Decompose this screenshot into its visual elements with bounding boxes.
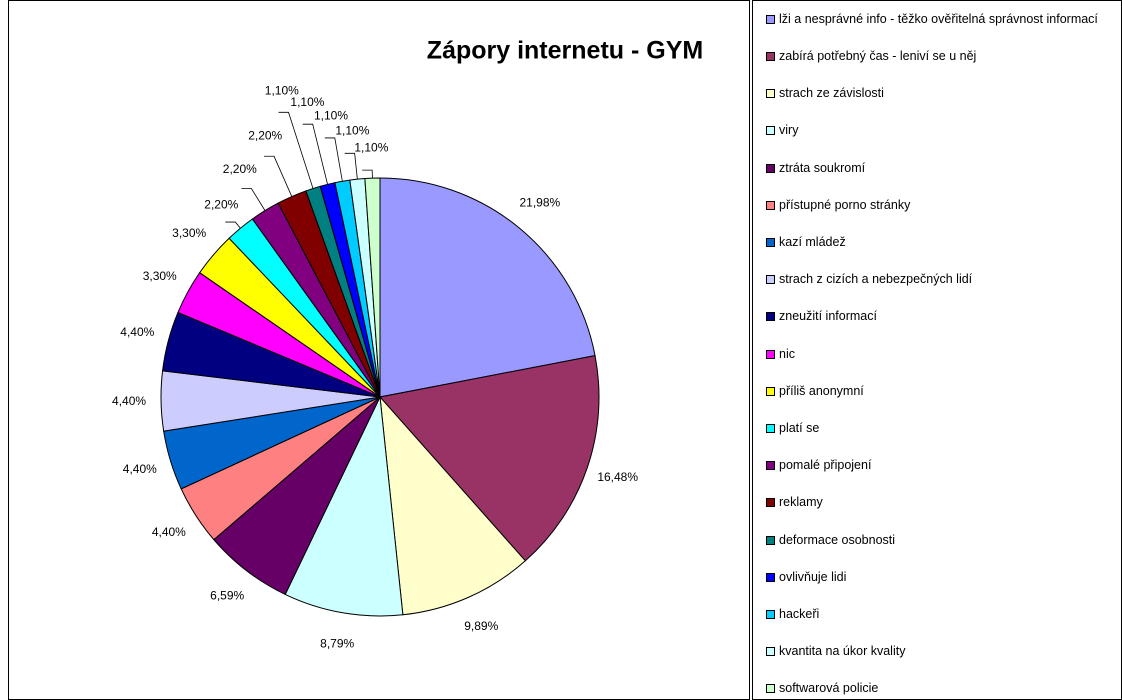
legend-label: pomalé připojení (779, 458, 872, 473)
chart-title: Zápory internetu - GYM (427, 37, 703, 65)
legend-swatch (766, 684, 775, 694)
legend-item: lži a nesprávné info - těžko ověřitelná … (766, 12, 1117, 26)
legend-label: lži a nesprávné info - těžko ověřitelná … (779, 12, 1098, 26)
legend-label: zneužití informací (779, 309, 877, 324)
legend-item: softwarová policie (766, 681, 1117, 696)
legend-label: ztráta soukromí (779, 160, 866, 175)
data-label: 1,10% (265, 84, 299, 98)
legend-item: zabírá potřebný čas - leniví se u něj (766, 49, 1117, 63)
legend-item: viry (766, 123, 1117, 138)
legend-label: ovlivňuje lidi (779, 569, 847, 584)
legend-item: příliš anonymní (766, 383, 1117, 398)
leader-line (344, 152, 358, 180)
legend-item: přístupné porno stránky (766, 197, 1117, 212)
data-label: 21,98% (519, 196, 560, 210)
legend-label: zabírá potřebný čas - leniví se u něj (779, 49, 977, 63)
legend-label: přístupné porno stránky (779, 197, 911, 212)
legend-item: kazí mládež (766, 235, 1117, 249)
data-label: 2,20% (204, 197, 238, 211)
legend-item: nic (766, 346, 1117, 361)
legend-swatch (766, 498, 775, 508)
data-label: 9,89% (464, 619, 498, 633)
leader-line (241, 188, 266, 211)
legend-item: hackeři (766, 607, 1117, 621)
legend-swatch (766, 572, 775, 582)
legend-item: pomalé připojení (766, 458, 1117, 473)
legend-swatch (766, 15, 775, 24)
legend-label: nic (779, 346, 795, 361)
legend-label: kazí mládež (779, 235, 846, 249)
legend-label: příliš anonymní (779, 383, 864, 398)
pie-slice (284, 395, 404, 617)
data-label: 2,20% (223, 162, 257, 176)
legend-swatch (766, 424, 775, 433)
leader-line (225, 221, 241, 229)
legend-swatch (766, 535, 775, 545)
leader-line (302, 123, 328, 185)
legend-item: kvantita na úkor kvality (766, 644, 1117, 659)
data-label: 1,10% (354, 140, 388, 154)
legend-label: kvantita na úkor kvality (779, 644, 906, 659)
legend-label: viry (779, 123, 799, 138)
data-label: 3,30% (143, 269, 177, 283)
data-label: 4,40% (123, 462, 157, 476)
legend-swatch (766, 312, 775, 322)
data-label: 3,30% (172, 226, 206, 240)
legend-label: softwarová policie (779, 681, 879, 696)
leader-line (278, 111, 314, 189)
legend-item: reklamy (766, 495, 1117, 510)
legend-label: deformace osobnosti (779, 532, 896, 547)
data-label: 4,40% (152, 525, 186, 539)
legend-item: strach z cizích a nebezpečných lidí (766, 272, 1117, 287)
data-label: 2,20% (248, 128, 282, 142)
pie-slice (379, 395, 527, 616)
legend-item: strach ze závislosti (766, 86, 1117, 101)
data-label: 6,59% (210, 588, 244, 602)
legend-swatch (766, 461, 775, 471)
legend-label: hackeři (779, 607, 820, 621)
legend-swatch (766, 238, 775, 247)
legend-item: ovlivňuje lidi (766, 569, 1117, 584)
leader-line (324, 137, 343, 182)
legend-label: reklamy (779, 495, 823, 510)
legend-swatch (766, 349, 775, 359)
legend-item: platí se (766, 421, 1117, 435)
pie-slice (379, 355, 600, 562)
data-label: 4,40% (112, 394, 146, 408)
legend-swatch (766, 163, 775, 173)
leader-line (362, 169, 373, 179)
legend-swatch (766, 275, 775, 285)
data-label: 16,48% (597, 470, 638, 484)
legend-swatch (766, 89, 775, 99)
data-label: 1,10% (335, 124, 369, 138)
pie-slice (364, 177, 381, 398)
data-label: 4,40% (120, 325, 154, 339)
chart: Zápory internetu - GYM 21,98% 16,48% 9,89%… (8, 0, 750, 700)
legend-item: deformace osobnosti (766, 532, 1117, 547)
legend-label: strach z cizích a nebezpečných lidí (779, 272, 973, 287)
leader-line (264, 155, 293, 197)
legend-item: ztráta soukromí (766, 160, 1117, 175)
legend-swatch (766, 126, 775, 136)
data-label: 8,79% (320, 636, 354, 650)
legend: lži a nesprávné info - těžko ověřitelná … (752, 0, 1122, 700)
pie-slice (379, 177, 596, 398)
legend-swatch (766, 647, 775, 657)
legend-swatch (766, 610, 775, 619)
data-label: 1,10% (290, 95, 324, 109)
legend-swatch (766, 386, 775, 396)
legend-item: zneužití informací (766, 309, 1117, 324)
legend-label: platí se (779, 421, 820, 435)
legend-label: strach ze závislosti (779, 86, 884, 101)
legend-swatch (766, 200, 775, 210)
data-label: 1,10% (314, 108, 348, 122)
legend-swatch (766, 52, 775, 61)
